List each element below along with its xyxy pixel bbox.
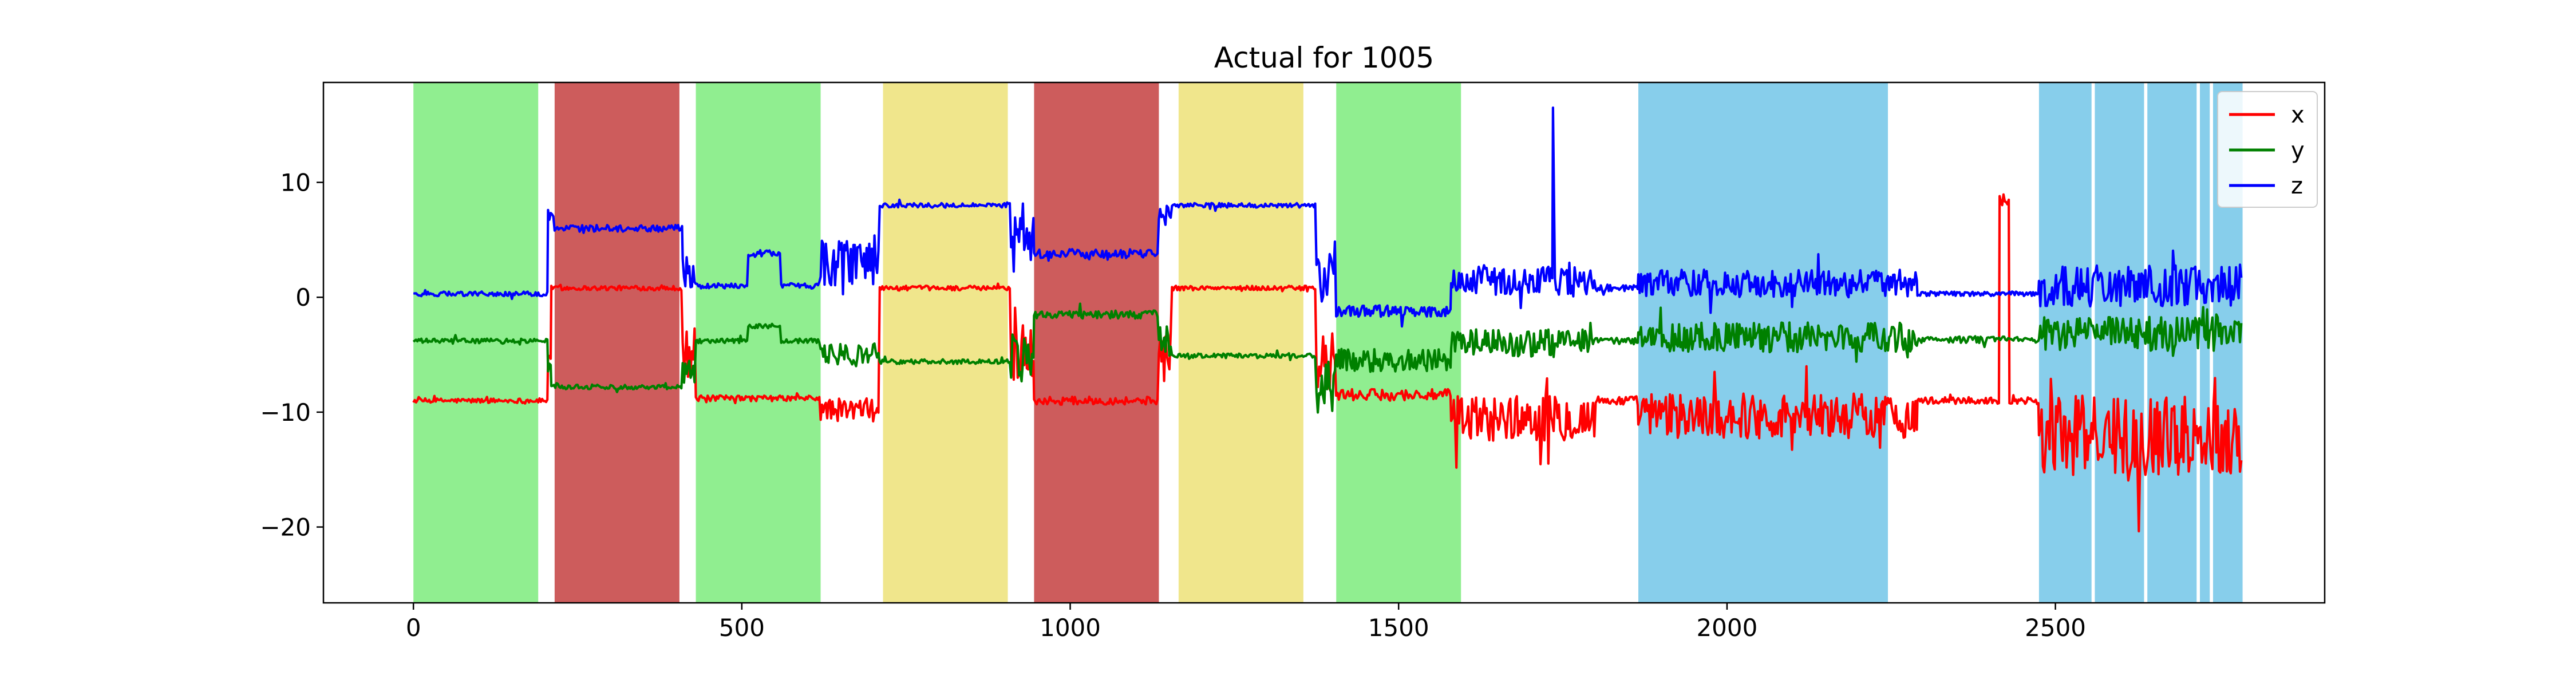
band-3 [883, 82, 1008, 603]
x-tick-label: 0 [406, 614, 421, 642]
x-tick-label: 1500 [1368, 614, 1429, 642]
chart-title: Actual for 1005 [1214, 41, 1434, 74]
plot-frame [322, 81, 2326, 604]
x-axis: 0 500 1000 1500 2000 2500 [406, 603, 2086, 642]
y-axis: −20 −10 0 10 [260, 169, 323, 542]
legend: xyz [2217, 91, 2318, 208]
y-tick-label: 10 [280, 169, 311, 197]
y-tick-label: −10 [260, 398, 311, 427]
y-tick-label: −20 [260, 514, 311, 542]
x-tick-label: 2500 [2025, 614, 2086, 642]
band-1 [554, 82, 679, 603]
legend-label-y: y [2291, 137, 2305, 164]
x-tick-label: 2000 [1696, 614, 1757, 642]
y-tick-label: 0 [295, 283, 311, 311]
band-6 [1336, 82, 1461, 603]
band-11 [2200, 82, 2210, 603]
series-line-y [412, 302, 2243, 414]
legend-label-z: z [2291, 173, 2303, 199]
x-tick-label: 1000 [1040, 614, 1101, 642]
legend-label-x: x [2291, 102, 2305, 128]
series-line-z [413, 106, 2243, 328]
x-tick-label: 500 [719, 614, 765, 642]
series-lines [412, 106, 2243, 532]
band-4 [1034, 82, 1159, 603]
band-5 [1178, 82, 1303, 603]
